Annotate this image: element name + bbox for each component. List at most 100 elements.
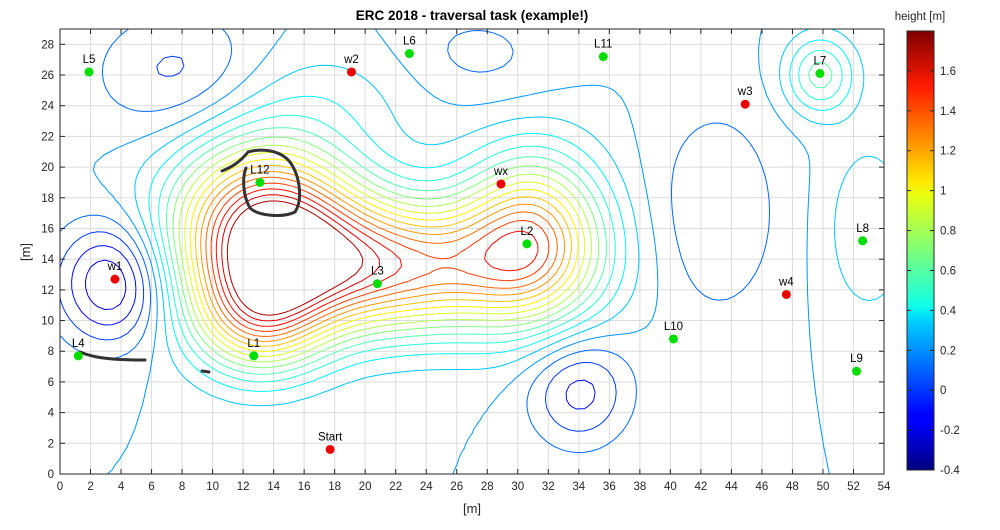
waypoint-label: L6 — [403, 36, 416, 48]
waypoint-label: L10 — [664, 321, 683, 333]
contour-line — [84, 259, 127, 310]
colorbar-tick-label: 1.4 — [940, 106, 957, 118]
waypoint-label: w3 — [737, 86, 753, 98]
x-tick-label: 18 — [328, 481, 341, 493]
waypoint-marker-l11 — [598, 52, 608, 62]
x-tick-label: 8 — [179, 481, 185, 493]
colorbar — [906, 30, 935, 471]
x-tick-label: 30 — [511, 481, 524, 493]
waypoint-marker-l2 — [522, 239, 532, 249]
y-tick-label: 26 — [41, 70, 54, 82]
hand-drawn-loop — [220, 148, 302, 217]
axis-ticks: 0 2 4 6 8 10 12 14 16 18 20 22 24 26 28 30 32 34 36 38 40 42 4… — [41, 29, 891, 493]
y-tick-label: 28 — [41, 39, 54, 51]
x-tick-label: 28 — [481, 481, 494, 493]
colorbar-tick-label: 1.2 — [940, 146, 956, 158]
contour-line — [226, 200, 364, 316]
y-tick-label: 2 — [48, 438, 54, 450]
waypoint-marker-w3 — [740, 99, 750, 109]
y-tick-label: 12 — [41, 285, 54, 297]
colorbar-tick-label: 1 — [940, 186, 946, 198]
waypoint-label: L3 — [371, 266, 384, 278]
x-axis-label: [m] — [463, 501, 481, 516]
contour-line — [200, 170, 566, 342]
contour-line — [71, 245, 596, 410]
waypoint-label: L8 — [856, 223, 869, 235]
x-tick-label: 22 — [389, 481, 402, 493]
x-tick-label: 36 — [603, 481, 616, 493]
colorbar-tick-label: 0.6 — [940, 265, 956, 277]
colorbar-tick-label: 0.4 — [940, 305, 957, 317]
x-tick-label: 44 — [725, 481, 738, 493]
x-tick-label: 42 — [694, 481, 707, 493]
waypoint-marker-l3 — [372, 279, 382, 289]
colorbar-label: height [m] — [895, 11, 946, 23]
waypoint-marker-l9 — [852, 366, 862, 376]
x-tick-label: 16 — [298, 481, 311, 493]
waypoint-label: L5 — [83, 54, 96, 66]
grid — [60, 29, 884, 474]
waypoint-marker-l10 — [668, 334, 678, 344]
waypoint-label: L7 — [814, 56, 827, 68]
waypoint-marker-w4 — [781, 289, 791, 299]
y-tick-label: 16 — [41, 223, 54, 235]
waypoint-label: w2 — [343, 54, 359, 66]
x-tick-label: 10 — [206, 481, 219, 493]
waypoint-marker-l12 — [255, 177, 265, 187]
waypoint-marker-start — [325, 444, 335, 454]
waypoint-label: L9 — [850, 353, 863, 365]
waypoint-marker-l6 — [404, 49, 414, 59]
y-tick-label: 4 — [48, 408, 55, 420]
contour-line — [158, 50, 843, 383]
y-tick-label: 20 — [41, 162, 54, 174]
waypoints: L5 w2 L6 L11 L7 w3 L12 wx L2 L8 w1 L3 w4 L10 L4 L1 L9 Sta… — [72, 36, 869, 454]
y-tick-label: 8 — [48, 346, 54, 358]
x-tick-label: 40 — [664, 481, 677, 493]
x-tick-label: 26 — [450, 481, 463, 493]
x-tick-label: 12 — [237, 481, 250, 493]
contour-line — [205, 176, 558, 337]
waypoint-label: L2 — [521, 226, 534, 238]
colorbar-tick-label: 0.8 — [940, 226, 956, 238]
colorbar-ticks: -0.4 -0.2 0 0.2 0.4 0.6 0.8 1 1.2 1.4 1.6 — [907, 66, 960, 477]
colorbar-tick-label: -0.4 — [940, 465, 960, 477]
waypoint-label: L12 — [250, 164, 269, 176]
waypoint-marker-l8 — [858, 236, 868, 246]
waypoint-marker-l1 — [249, 351, 259, 361]
waypoint-marker-l5 — [84, 67, 94, 77]
x-tick-label: 38 — [633, 481, 646, 493]
y-tick-label: 14 — [41, 254, 54, 266]
x-tick-label: 46 — [756, 481, 769, 493]
y-axis-label: [m] — [18, 243, 33, 261]
waypoint-label: L4 — [72, 338, 85, 350]
contour-line — [221, 194, 380, 322]
contour-line — [210, 182, 550, 332]
hand-drawn-dash — [200, 369, 211, 374]
y-tick-label: 0 — [48, 469, 54, 481]
x-tick-label: 34 — [572, 481, 585, 493]
x-tick-label: 2 — [87, 481, 93, 493]
contour-line — [60, 29, 770, 454]
waypoint-label: L11 — [594, 39, 612, 51]
x-tick-label: 32 — [542, 481, 555, 493]
y-tick-label: 24 — [41, 101, 54, 113]
colorbar-tick-label: 0 — [940, 385, 946, 397]
x-tick-label: 50 — [817, 481, 830, 493]
x-tick-label: 6 — [148, 481, 154, 493]
x-tick-label: 0 — [57, 481, 63, 493]
contour-line — [172, 136, 600, 369]
colorbar-tick-label: -0.2 — [940, 425, 960, 437]
x-tick-label: 54 — [878, 481, 891, 493]
waypoint-marker-w1 — [110, 274, 120, 284]
x-tick-label: 24 — [420, 481, 433, 493]
y-tick-label: 6 — [48, 377, 54, 389]
waypoint-marker-wx — [496, 179, 506, 189]
contour-line — [148, 39, 853, 392]
x-tick-label: 20 — [359, 481, 372, 493]
waypoint-label: L1 — [247, 338, 260, 350]
contour-line — [92, 29, 830, 474]
hand-drawn-line — [78, 350, 147, 362]
waypoint-marker-l7 — [815, 69, 825, 78]
x-tick-label: 14 — [267, 481, 280, 493]
